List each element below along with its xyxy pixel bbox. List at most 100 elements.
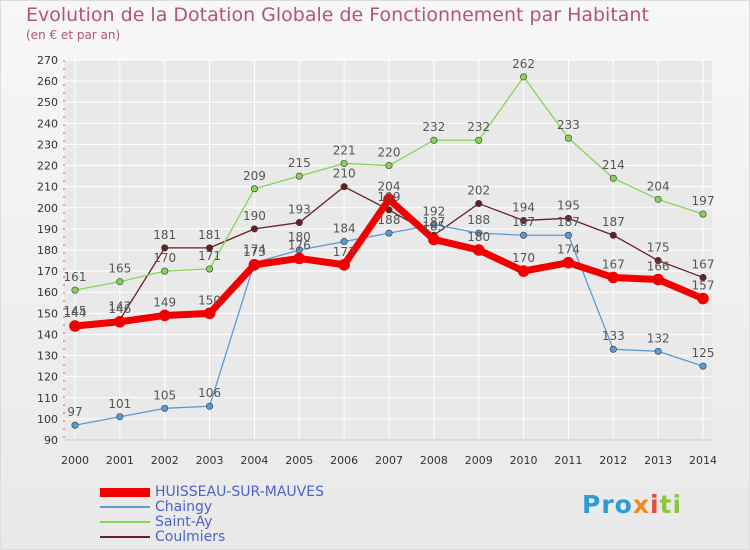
data-point-chaingy <box>564 231 572 239</box>
data-point-coulmiers <box>564 214 572 222</box>
x-tick-label: 2007 <box>375 454 403 467</box>
y-tick-label: 110 <box>37 392 58 405</box>
data-point-saint-ay <box>609 174 617 182</box>
data-label-huisseau-sur-mauves: 185 <box>422 219 445 233</box>
x-tick-label: 2005 <box>285 454 313 467</box>
x-tick-label: 2003 <box>196 454 224 467</box>
data-label-coulmiers: 145 <box>64 304 87 318</box>
x-tick-label: 2002 <box>151 454 179 467</box>
data-point-huisseau-sur-mauves <box>383 193 395 206</box>
data-label-chaingy: 192 <box>422 205 445 219</box>
data-label-huisseau-sur-mauves: 146 <box>108 302 131 316</box>
y-tick-label: 140 <box>37 328 58 341</box>
data-label-coulmiers: 175 <box>647 241 670 255</box>
data-point-chaingy <box>116 413 124 421</box>
x-tick-label: 2013 <box>644 454 672 467</box>
data-point-saint-ay <box>250 185 258 193</box>
data-point-chaingy <box>654 347 662 355</box>
data-point-saint-ay <box>699 210 707 218</box>
data-label-saint-ay: 170 <box>153 251 176 265</box>
y-tick-label: 220 <box>37 160 58 173</box>
legend-swatch-huisseau <box>100 487 150 497</box>
data-label-huisseau-sur-mauves: 167 <box>602 257 625 271</box>
data-label-coulmiers: 195 <box>557 198 580 212</box>
data-label-coulmiers: 190 <box>243 209 266 223</box>
x-tick-label: 2001 <box>106 454 134 467</box>
data-point-saint-ay <box>206 265 214 273</box>
data-label-chaingy: 188 <box>467 213 490 227</box>
data-point-huisseau-sur-mauves <box>428 233 440 246</box>
y-tick-label: 170 <box>37 265 58 278</box>
y-tick-label: 260 <box>37 75 58 88</box>
data-label-saint-ay: 233 <box>557 118 580 132</box>
data-label-saint-ay: 204 <box>647 179 670 193</box>
data-label-chaingy: 188 <box>378 213 401 227</box>
x-tick-label: 2012 <box>599 454 627 467</box>
data-point-huisseau-sur-mauves <box>652 273 664 286</box>
data-point-saint-ay <box>564 134 572 142</box>
legend-swatch-saint-ay <box>100 521 150 523</box>
y-tick-label: 230 <box>37 138 58 151</box>
data-point-huisseau-sur-mauves <box>114 315 126 328</box>
data-point-saint-ay <box>654 195 662 203</box>
data-label-saint-ay: 165 <box>108 262 131 276</box>
data-point-chaingy <box>520 231 528 239</box>
data-label-saint-ay: 171 <box>198 249 221 263</box>
data-point-huisseau-sur-mauves <box>562 256 575 269</box>
data-label-huisseau-sur-mauves: 173 <box>333 245 356 259</box>
data-point-saint-ay <box>520 73 528 81</box>
data-point-huisseau-sur-mauves <box>472 244 485 256</box>
data-label-saint-ay: 262 <box>512 57 535 71</box>
x-tick-label: 2006 <box>330 454 358 467</box>
data-label-coulmiers: 147 <box>108 300 131 314</box>
data-point-coulmiers <box>206 244 214 252</box>
legend-label-saint-ay: Saint-Ay <box>155 514 213 530</box>
data-label-huisseau-sur-mauves: 157 <box>692 279 715 293</box>
data-label-saint-ay: 161 <box>64 270 87 284</box>
x-tick-label: 2004 <box>240 454 268 467</box>
data-label-saint-ay: 232 <box>422 120 445 134</box>
data-label-coulmiers: 199 <box>378 190 401 204</box>
data-label-chaingy: 174 <box>243 243 266 257</box>
proxiti-logo: Proxiti <box>582 490 683 519</box>
data-label-huisseau-sur-mauves: 176 <box>288 238 311 252</box>
data-point-huisseau-sur-mauves <box>248 258 261 271</box>
data-label-huisseau-sur-mauves: 150 <box>198 293 221 307</box>
data-label-chaingy: 132 <box>647 331 670 345</box>
data-label-chaingy: 187 <box>557 215 580 229</box>
data-label-chaingy: 97 <box>67 405 82 419</box>
data-label-huisseau-sur-mauves: 170 <box>512 251 535 265</box>
data-label-chaingy: 101 <box>108 397 131 411</box>
data-point-coulmiers <box>520 216 528 224</box>
data-label-coulmiers: 187 <box>602 215 625 229</box>
data-point-coulmiers <box>295 219 303 227</box>
data-point-coulmiers <box>161 244 169 252</box>
data-point-huisseau-sur-mauves <box>69 320 81 332</box>
data-point-coulmiers <box>699 273 707 281</box>
data-label-coulmiers: 181 <box>198 228 221 242</box>
data-label-coulmiers: 193 <box>288 203 311 217</box>
chart-subtitle: (en € et par an) <box>26 28 121 42</box>
data-point-coulmiers <box>250 225 258 233</box>
data-point-coulmiers <box>609 231 617 239</box>
data-point-chaingy <box>609 345 617 353</box>
data-point-saint-ay <box>116 278 124 286</box>
data-label-saint-ay: 197 <box>692 194 715 208</box>
y-tick-label: 270 <box>37 54 58 67</box>
y-tick-label: 120 <box>37 371 58 384</box>
data-label-saint-ay: 214 <box>602 158 625 172</box>
legend-swatch-chaingy <box>100 506 150 508</box>
legend-label-coulmiers: Coulmiers <box>155 529 226 545</box>
data-label-huisseau-sur-mauves: 174 <box>557 243 580 257</box>
data-point-saint-ay <box>385 162 393 170</box>
y-tick-label: 210 <box>37 181 58 194</box>
data-label-coulmiers: 187 <box>422 215 445 229</box>
data-point-huisseau-sur-mauves <box>293 252 306 265</box>
data-label-coulmiers: 210 <box>333 167 356 181</box>
legend-label-huisseau: HUISSEAU-SUR-MAUVES <box>155 484 324 500</box>
data-point-huisseau-sur-mauves <box>607 271 620 284</box>
data-label-huisseau-sur-mauves: 149 <box>153 295 176 309</box>
data-point-saint-ay <box>295 172 303 180</box>
y-tick-label: 100 <box>37 413 58 426</box>
